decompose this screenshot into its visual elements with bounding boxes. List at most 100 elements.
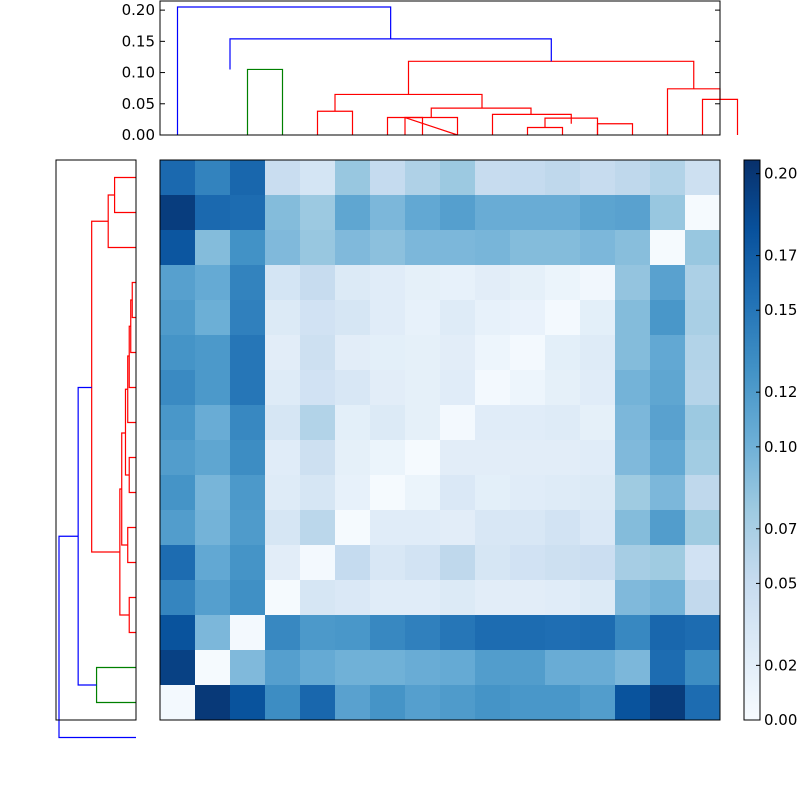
heatmap-cell bbox=[580, 475, 616, 511]
heatmap-cell bbox=[300, 335, 336, 371]
heatmap-cell bbox=[230, 195, 266, 231]
heatmap-cell bbox=[475, 335, 511, 371]
heatmap-cell bbox=[615, 510, 651, 546]
dendrogram-link bbox=[596, 123, 634, 135]
heatmap-cell bbox=[370, 265, 406, 301]
heatmap-cell bbox=[650, 195, 686, 231]
heatmap-cell bbox=[475, 615, 511, 651]
colorbar-tick-label: 0.20 bbox=[764, 165, 797, 183]
heatmap-cell bbox=[580, 370, 616, 406]
heatmap-cell bbox=[580, 265, 616, 301]
dendrogram-link bbox=[128, 456, 136, 494]
heatmap-cell bbox=[160, 510, 196, 546]
heatmap-cell bbox=[545, 160, 581, 196]
heatmap-cell bbox=[265, 405, 301, 441]
heatmap-cell bbox=[160, 300, 196, 336]
heatmap-cell bbox=[475, 475, 511, 511]
heatmap-cell bbox=[475, 160, 511, 196]
heatmap-cell bbox=[160, 265, 196, 301]
heatmap-cell bbox=[650, 335, 686, 371]
heatmap-cell bbox=[440, 195, 476, 231]
heatmap-cell bbox=[195, 650, 231, 686]
heatmap-cell bbox=[545, 335, 581, 371]
heatmap-cell bbox=[580, 685, 616, 721]
heatmap-cell bbox=[685, 160, 721, 196]
heatmap-cell bbox=[685, 650, 721, 686]
heatmap-cell bbox=[370, 580, 406, 616]
heatmap-cell bbox=[230, 405, 266, 441]
heatmap-cell bbox=[230, 510, 266, 546]
heatmap-cell bbox=[580, 615, 616, 651]
heatmap-cell bbox=[335, 265, 371, 301]
heatmap-cell bbox=[370, 195, 406, 231]
heatmap-cell bbox=[370, 650, 406, 686]
left-dendrogram bbox=[58, 176, 136, 739]
heatmap-cell bbox=[160, 370, 196, 406]
dendrogram-link bbox=[128, 596, 136, 634]
heatmap-cell bbox=[195, 580, 231, 616]
heatmap-cell bbox=[650, 475, 686, 511]
heatmap-cell bbox=[265, 440, 301, 476]
heatmap-cell bbox=[335, 405, 371, 441]
dendrogram-link bbox=[666, 88, 721, 135]
heatmap-cell bbox=[440, 475, 476, 511]
heatmap-cell bbox=[405, 545, 441, 581]
heatmap-cell bbox=[265, 615, 301, 651]
top-dendrogram-yaxis: 0.00 0.05 0.10 0.15 0.20 bbox=[122, 1, 720, 144]
heatmap-cell bbox=[510, 405, 546, 441]
heatmap-cell bbox=[545, 195, 581, 231]
dendrogram-link bbox=[77, 386, 97, 686]
heatmap-cell bbox=[685, 510, 721, 546]
heatmap-cell bbox=[405, 440, 441, 476]
colorbar-tick-label: 0.00 bbox=[764, 711, 797, 729]
dendrogram-link bbox=[491, 113, 572, 135]
heatmap-cell bbox=[265, 650, 301, 686]
heatmap-cell bbox=[475, 405, 511, 441]
heatmap-cell bbox=[265, 265, 301, 301]
heatmap-cell bbox=[195, 160, 231, 196]
heatmap-cell bbox=[615, 265, 651, 301]
colorbar-tick-label: 0.07 bbox=[764, 520, 797, 538]
heatmap-cell bbox=[650, 510, 686, 546]
heatmap-cell bbox=[405, 265, 441, 301]
heatmap-cell bbox=[265, 195, 301, 231]
heatmap-cell bbox=[195, 615, 231, 651]
dendrogram-link bbox=[58, 535, 136, 739]
ytick-label: 0.00 bbox=[122, 126, 155, 144]
heatmap-cell bbox=[475, 230, 511, 266]
dendrogram-link bbox=[176, 6, 392, 135]
heatmap-cell bbox=[580, 405, 616, 441]
heatmap-cell bbox=[370, 440, 406, 476]
heatmap-cell bbox=[230, 160, 266, 196]
heatmap-cell bbox=[685, 335, 721, 371]
dendrogram-link bbox=[131, 281, 136, 319]
left-dendrogram-frame bbox=[55, 159, 137, 721]
heatmap-cell bbox=[300, 475, 336, 511]
heatmap-cell bbox=[580, 195, 616, 231]
heatmap bbox=[160, 160, 721, 721]
dendrogram-link bbox=[91, 220, 120, 553]
heatmap-cell bbox=[405, 580, 441, 616]
heatmap-cell bbox=[510, 650, 546, 686]
heatmap-cell bbox=[650, 265, 686, 301]
heatmap-cell bbox=[510, 370, 546, 406]
heatmap-cell bbox=[475, 195, 511, 231]
heatmap-cell bbox=[685, 545, 721, 581]
heatmap-cell bbox=[300, 510, 336, 546]
heatmap-cell bbox=[615, 440, 651, 476]
heatmap-cell bbox=[510, 580, 546, 616]
heatmap-cell bbox=[650, 405, 686, 441]
heatmap-cell bbox=[230, 300, 266, 336]
heatmap-cell bbox=[615, 545, 651, 581]
heatmap-cell bbox=[300, 650, 336, 686]
heatmap-cell bbox=[370, 405, 406, 441]
heatmap-cell bbox=[440, 545, 476, 581]
dendrogram-link bbox=[316, 110, 354, 135]
colorbar-axis: 0.00 0.02 0.05 0.07 0.10 0.12 0.15 0.17 0.20 bbox=[756, 165, 797, 729]
heatmap-cell bbox=[440, 335, 476, 371]
heatmap-cell bbox=[580, 300, 616, 336]
heatmap-cell bbox=[405, 230, 441, 266]
heatmap-cell bbox=[685, 230, 721, 266]
heatmap-cell bbox=[300, 615, 336, 651]
heatmap-cell bbox=[160, 475, 196, 511]
